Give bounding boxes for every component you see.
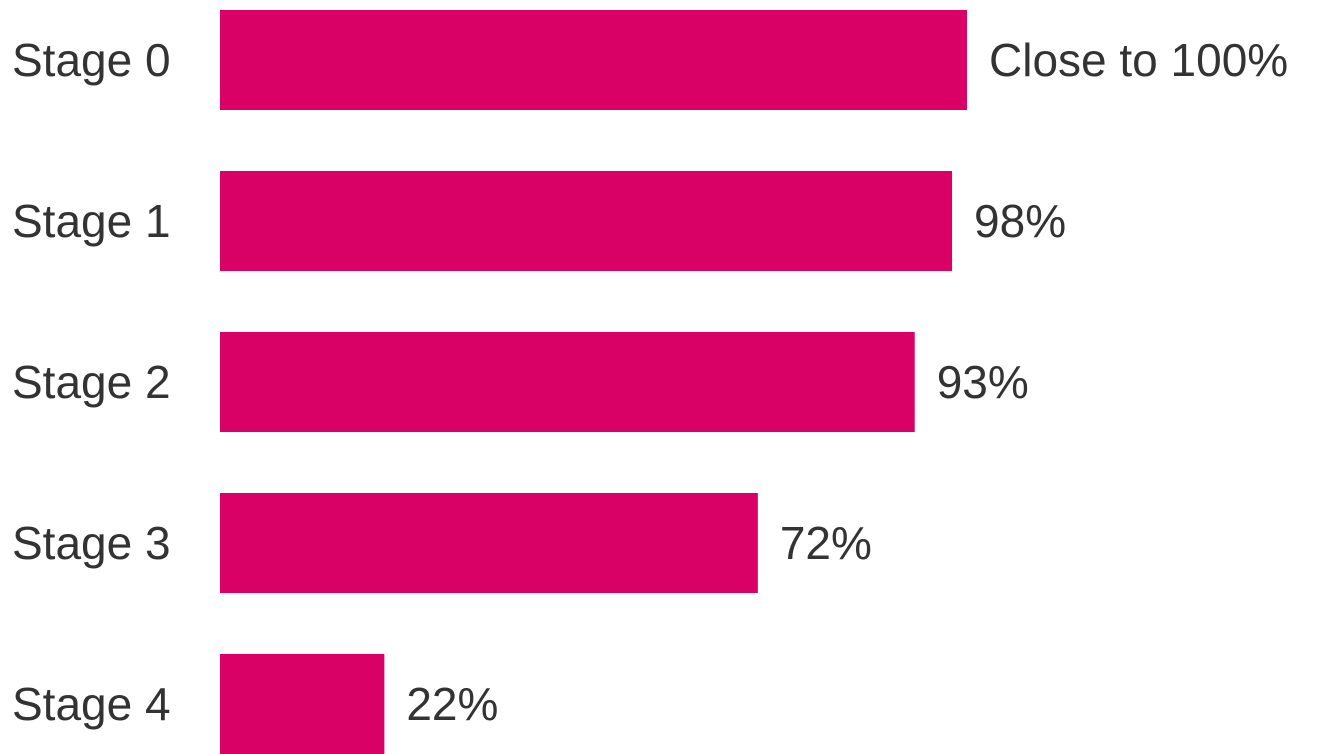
bar: [220, 171, 953, 271]
bar: [220, 10, 967, 110]
value-label: 93%: [937, 356, 1029, 408]
value-label: 72%: [780, 517, 872, 569]
category-label: Stage 4: [12, 678, 171, 730]
category-label: Stage 1: [12, 195, 171, 247]
value-label: 22%: [406, 678, 498, 730]
bar: [220, 332, 915, 432]
value-label: 98%: [974, 195, 1066, 247]
category-label: Stage 3: [12, 517, 171, 569]
category-label: Stage 0: [12, 34, 171, 86]
category-label: Stage 2: [12, 356, 171, 408]
bar: [220, 654, 385, 754]
bar: [220, 493, 758, 593]
value-label: Close to 100%: [989, 34, 1288, 86]
